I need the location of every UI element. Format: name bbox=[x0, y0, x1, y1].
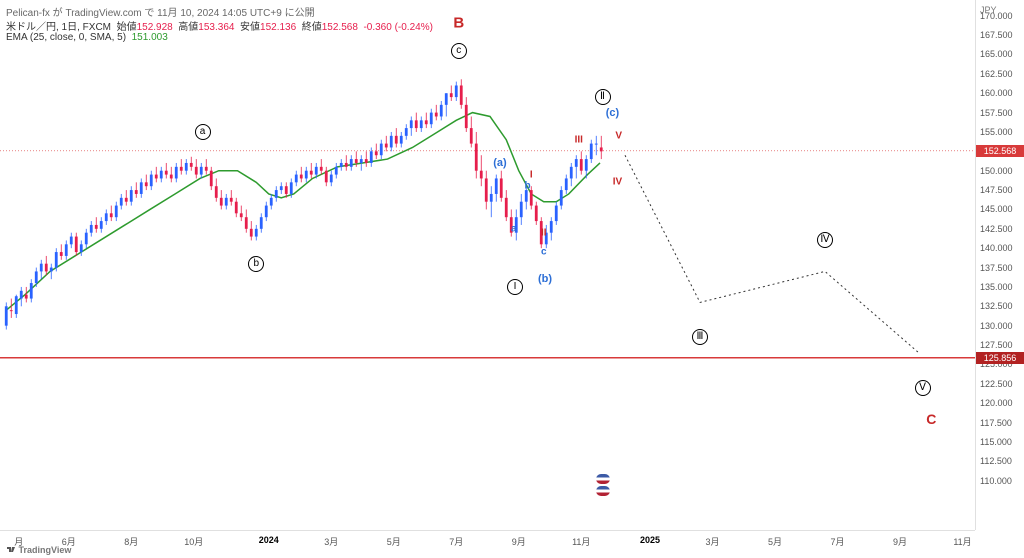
price-chart[interactable] bbox=[0, 0, 975, 530]
x-tick: 5月 bbox=[768, 535, 782, 548]
wave-label: Ⅱ bbox=[595, 89, 611, 105]
wave-label: IV bbox=[613, 177, 622, 188]
x-tick: 5月 bbox=[387, 535, 401, 548]
y-tick: 157.500 bbox=[980, 108, 1013, 118]
x-tick: 7月 bbox=[449, 535, 463, 548]
y-tick: 140.000 bbox=[980, 243, 1013, 253]
price-tag: 152.568 bbox=[976, 145, 1024, 157]
x-tick: 9月 bbox=[512, 535, 526, 548]
wave-label: I bbox=[530, 169, 533, 180]
wave-label: (a) bbox=[493, 157, 506, 169]
y-tick: 132.500 bbox=[980, 301, 1013, 311]
y-tick: 145.000 bbox=[980, 204, 1013, 214]
y-tick: 110.000 bbox=[980, 476, 1012, 486]
x-tick: 3月 bbox=[324, 535, 338, 548]
event-flags bbox=[596, 474, 610, 498]
price-tag: 125.856 bbox=[976, 352, 1024, 364]
x-axis: 月6月8月10月20243月5月7月9月11月20253月5月7月9月11月 bbox=[0, 530, 975, 558]
wave-label: III bbox=[575, 134, 583, 145]
wave-label: b bbox=[524, 181, 530, 192]
x-tick: 8月 bbox=[124, 535, 138, 548]
wave-label: b bbox=[248, 256, 264, 272]
wave-label: a bbox=[195, 124, 211, 140]
wave-label: c bbox=[451, 43, 467, 59]
y-tick: 170.000 bbox=[980, 11, 1013, 21]
x-tick: 3月 bbox=[705, 535, 719, 548]
x-tick: 9月 bbox=[893, 535, 907, 548]
x-tick: 11月 bbox=[572, 535, 590, 548]
tradingview-watermark: TradingView bbox=[6, 544, 71, 555]
y-tick: 115.000 bbox=[980, 437, 1012, 447]
wave-label: II bbox=[541, 227, 547, 238]
y-tick: 162.500 bbox=[980, 69, 1013, 79]
y-tick: 130.000 bbox=[980, 321, 1013, 331]
wave-label: V bbox=[615, 130, 622, 141]
wave-label: C bbox=[926, 411, 936, 427]
y-tick: 165.000 bbox=[980, 49, 1013, 59]
y-tick: 112.500 bbox=[980, 456, 1012, 466]
x-tick: 2024 bbox=[259, 535, 279, 545]
y-tick: 147.500 bbox=[980, 185, 1013, 195]
x-tick: 7月 bbox=[830, 535, 844, 548]
wave-label: (c) bbox=[606, 107, 619, 119]
y-tick: 160.000 bbox=[980, 88, 1013, 98]
y-tick: 135.000 bbox=[980, 282, 1013, 292]
wave-label: Ⅲ bbox=[692, 329, 708, 345]
flag-icon bbox=[596, 474, 610, 484]
x-tick: 2025 bbox=[640, 535, 660, 545]
y-tick: 127.500 bbox=[980, 340, 1013, 350]
wave-label: a bbox=[511, 223, 517, 234]
y-tick: 150.000 bbox=[980, 166, 1013, 176]
wave-label: c bbox=[541, 247, 547, 258]
y-tick: 117.500 bbox=[980, 418, 1012, 428]
y-tick: 167.500 bbox=[980, 30, 1013, 40]
y-axis: JPY 170.000167.500165.000162.500160.0001… bbox=[975, 0, 1024, 530]
x-tick: 11月 bbox=[953, 535, 971, 548]
chart-area[interactable]: abcBIⅡⅢⅣⅤC(a)(b)(c)abcIIIIIIIVV bbox=[0, 0, 975, 530]
wave-label: I bbox=[507, 279, 523, 295]
y-tick: 155.000 bbox=[980, 127, 1013, 137]
y-tick: 122.500 bbox=[980, 379, 1013, 389]
y-tick: 142.500 bbox=[980, 224, 1013, 234]
wave-label: B bbox=[453, 15, 464, 32]
wave-label: (b) bbox=[538, 273, 552, 285]
flag-icon bbox=[596, 486, 610, 496]
wave-label: Ⅳ bbox=[817, 232, 833, 248]
wave-label: Ⅴ bbox=[915, 380, 931, 396]
y-tick: 137.500 bbox=[980, 263, 1013, 273]
x-tick: 10月 bbox=[184, 535, 203, 548]
y-tick: 120.000 bbox=[980, 398, 1013, 408]
